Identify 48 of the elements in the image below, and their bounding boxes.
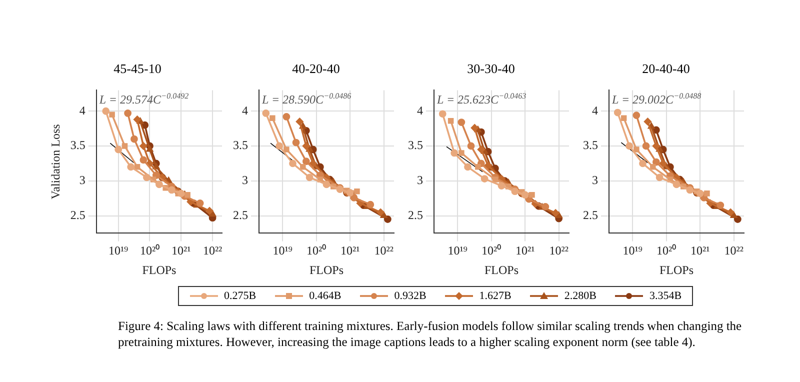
x-tick-label: 10²⁰: [656, 244, 676, 258]
x-tick-label: 10²²: [549, 244, 569, 258]
x-tick-label: 10²⁰: [482, 244, 502, 258]
x-tick-label: 10¹⁹: [272, 244, 292, 258]
caption: Figure 4: Scaling laws with different training mixtures. Early-fusion models follow similar scaling trends when changing the pretraining mixtures. However, increasing the image captions leads to a higher scaling exponent norm (see table 4).: [118, 318, 743, 350]
x-axis-title: FLOPs: [484, 262, 519, 277]
x-tick-label: 10¹⁹: [108, 244, 128, 258]
legend-label: 3.354B: [649, 290, 682, 302]
y-tick-label: 4: [79, 103, 86, 118]
legend-label: 0.275B: [224, 290, 256, 302]
y-tick-label: 3.5: [583, 138, 598, 152]
x-tick-label: 10²²: [202, 244, 223, 258]
x-tick-label: 10²¹: [172, 244, 192, 258]
y-tick-label: 2.5: [233, 208, 248, 222]
x-tick-label: 10²¹: [340, 244, 360, 258]
legend-label: 1.627B: [479, 290, 512, 302]
y-tick-label: 3: [79, 173, 86, 188]
x-tick-label: 10²¹: [515, 244, 536, 258]
y-tick-label: 2.5: [583, 208, 598, 222]
x-tick-label: 10¹⁹: [448, 244, 468, 258]
x-tick-label: 10²¹: [690, 244, 710, 258]
y-tick-label: 3: [417, 173, 423, 188]
x-axis-title: FLOPs: [142, 262, 177, 277]
chart-title: 30-30-40: [466, 60, 516, 78]
chart-title: 20-40-40: [641, 60, 691, 78]
x-axis-title: FLOPs: [659, 262, 694, 277]
y-tick-label: 4: [592, 103, 598, 118]
legend-label: 2.280B: [564, 290, 596, 302]
y-tick-label: 3: [592, 173, 598, 188]
x-tick-label: 10²²: [724, 244, 744, 258]
chart-title: 40-20-40: [291, 60, 341, 78]
legend-label: 0.464B: [309, 290, 342, 302]
y-tick-label: 3.5: [233, 138, 248, 152]
x-tick-label: 10¹⁹: [622, 244, 642, 258]
x-tick-label: 10²⁰: [140, 244, 160, 258]
y-tick-label: 4: [242, 103, 248, 118]
y-tick-label: 2.5: [70, 208, 86, 222]
y-tick-label: 3.5: [408, 138, 423, 152]
y-tick-label: 3.5: [70, 138, 86, 152]
x-tick-label: 10²²: [374, 244, 394, 258]
x-axis-title: FLOPs: [309, 262, 344, 277]
x-tick-label: 10²⁰: [306, 244, 326, 258]
y-axis-title: Validation Loss: [48, 124, 62, 200]
legend-label: 0.932B: [394, 290, 426, 302]
y-tick-label: 4: [417, 103, 423, 118]
y-tick-label: 2.5: [408, 208, 423, 222]
chart-title: 45-45-10: [112, 60, 162, 78]
y-tick-label: 3: [242, 173, 248, 188]
